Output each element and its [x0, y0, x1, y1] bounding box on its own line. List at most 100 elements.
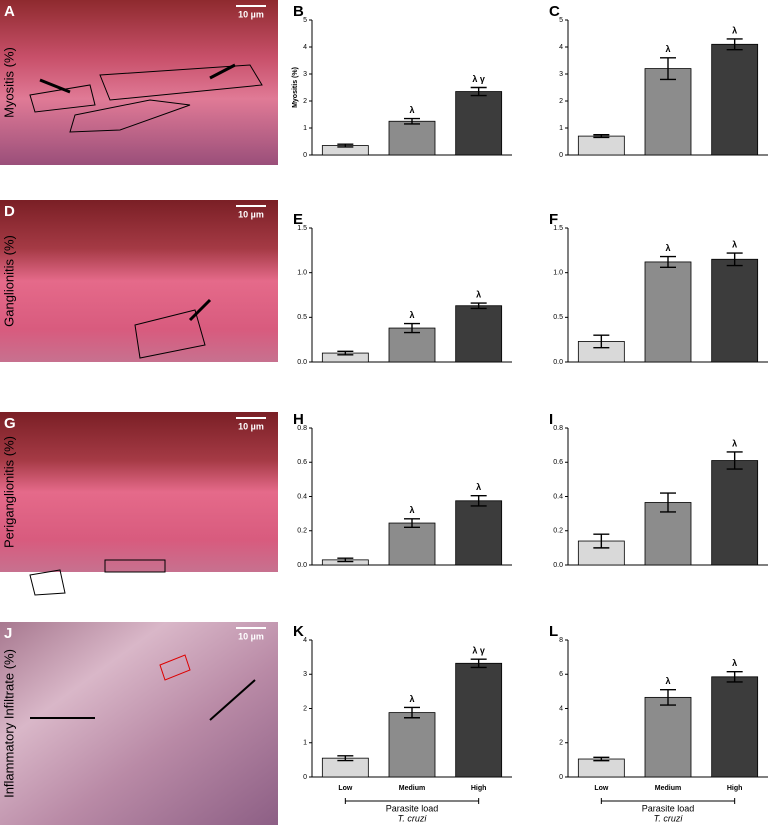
error-bar — [337, 350, 354, 356]
scale-bar-label: 10 µm — [238, 631, 264, 641]
x-bracket — [600, 798, 736, 804]
y-tick-label: 0.0 — [297, 359, 307, 366]
y-tick-label: 2 — [559, 740, 563, 747]
y-tick-label: 2 — [303, 705, 307, 712]
error-bar — [726, 670, 743, 683]
outline — [29, 84, 96, 113]
y-tick-label: 5 — [559, 17, 563, 24]
panel-letter: K — [293, 623, 304, 640]
y-tick-label: 0.6 — [297, 459, 307, 466]
y-tick-label: 0.8 — [297, 425, 307, 432]
error-bar — [593, 533, 610, 549]
x-axis-label: Parasite load — [642, 803, 695, 813]
micrograph-a — [0, 0, 278, 165]
error-bar — [337, 557, 354, 563]
micrograph-panel-letter: D — [4, 203, 15, 220]
bar — [388, 327, 436, 363]
bar — [388, 120, 436, 156]
significance-label: λ γ — [472, 74, 485, 84]
error-bar — [404, 322, 420, 334]
error-bar — [660, 57, 676, 81]
x-bracket — [344, 798, 480, 804]
y-tick-label: 2 — [303, 98, 307, 105]
error-bar — [337, 143, 354, 148]
y-tick-label: 4 — [559, 44, 563, 51]
micrograph-d — [0, 200, 278, 362]
micrograph-panel-letter: G — [4, 415, 16, 432]
panel-letter: L — [549, 623, 558, 640]
arrow — [188, 298, 212, 322]
y-tick-label: 0.0 — [553, 562, 563, 569]
y-tick-label: 0.0 — [297, 562, 307, 569]
significance-label: λ — [409, 694, 414, 704]
micrograph-backgrounds — [0, 0, 278, 825]
x-tick-label: Medium — [655, 785, 681, 792]
y-tick-label: 1 — [303, 125, 307, 132]
y-tick-label: 0.2 — [297, 528, 307, 535]
panel-letter: F — [549, 211, 558, 228]
significance-label: λ — [665, 676, 670, 686]
error-bar — [660, 688, 676, 706]
y-tick-label: 4 — [303, 44, 307, 51]
x-tick-label: High — [727, 785, 743, 792]
significance-label: λ — [409, 505, 414, 515]
micrograph-g — [0, 412, 278, 572]
bar — [577, 758, 625, 778]
significance-label: λ — [476, 482, 481, 492]
panel-letter: C — [549, 3, 560, 20]
significance-label: λ — [732, 239, 737, 249]
error-bar — [470, 86, 487, 97]
row-label: Periganglionitis (%) — [1, 436, 16, 548]
panel-letter: E — [293, 211, 303, 228]
y-tick-label: 1.5 — [297, 225, 307, 232]
error-bar — [593, 134, 610, 139]
y-tick-label: 3 — [303, 71, 307, 78]
y-tick-label: 1.5 — [553, 225, 563, 232]
outline — [159, 654, 191, 681]
error-bar — [660, 255, 676, 269]
significance-label: λ — [409, 310, 414, 320]
bar — [455, 500, 503, 566]
significance-label: λ — [732, 438, 737, 448]
error-bar — [470, 494, 487, 507]
significance-label: λ — [665, 243, 670, 253]
y-tick-label: 8 — [559, 637, 563, 644]
y-tick-label: 0.5 — [297, 314, 307, 321]
panel-letter: B — [293, 3, 304, 20]
arrow — [39, 78, 71, 94]
scale-bar-label: 10 µm — [238, 421, 264, 431]
y-tick-label: 1.0 — [297, 270, 307, 277]
row-label: Myositis (%) — [1, 47, 16, 118]
scale-bar-label: 10 µm — [238, 9, 264, 19]
y-tick-label: 3 — [559, 71, 563, 78]
significance-label: λ γ — [472, 646, 485, 656]
outline — [134, 309, 206, 359]
bar — [388, 712, 436, 778]
bar — [711, 258, 759, 363]
y-tick-label: 1 — [303, 740, 307, 747]
panel-letter: I — [549, 411, 553, 428]
y-tick-label: 0.4 — [297, 493, 307, 500]
row-label: Inflammatory Infiltrate (%) — [1, 649, 16, 798]
y-tick-label: 1.0 — [553, 270, 563, 277]
y-tick-label: 4 — [559, 705, 563, 712]
y-tick-label: 6 — [559, 671, 563, 678]
error-bar — [726, 252, 743, 267]
error-bar — [404, 706, 420, 719]
error-bar — [726, 38, 743, 51]
bar — [644, 68, 692, 156]
y-tick-label: 0 — [303, 774, 307, 781]
panel-letter: H — [293, 411, 304, 428]
y-tick-label: 0 — [559, 152, 563, 159]
error-bar — [404, 117, 420, 125]
x-axis-sublabel: T. cruzi — [398, 813, 428, 823]
significance-label: λ — [732, 25, 737, 35]
significance-label: λ — [409, 105, 414, 115]
y-tick-label: 3 — [303, 671, 307, 678]
y-tick-label: 1 — [559, 125, 563, 132]
bar — [711, 460, 759, 566]
x-tick-label: Medium — [399, 785, 425, 792]
x-tick-label: Low — [338, 785, 353, 792]
x-tick-label: High — [471, 785, 487, 792]
micrograph-panel-letter: A — [4, 3, 15, 20]
